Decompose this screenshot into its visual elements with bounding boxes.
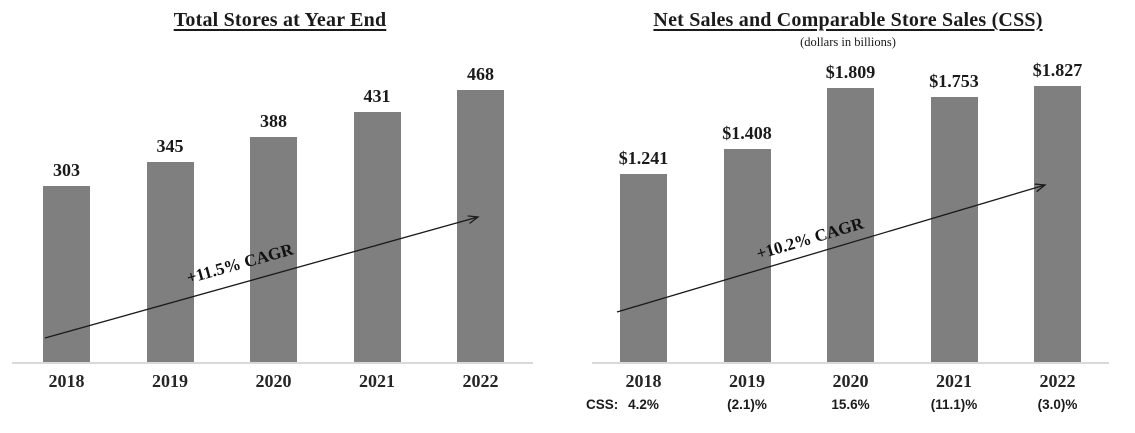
bar-2018 (620, 174, 667, 362)
bar-value-label: $1.408 (722, 123, 772, 143)
bar-value-label: 388 (260, 111, 287, 131)
css-value: 15.6% (831, 397, 870, 412)
chart-total-stores: Total Stores at Year End +11.5% CAGR 303… (0, 0, 567, 433)
chart-title: Net Sales and Comparable Store Sales (CS… (653, 9, 1043, 31)
x-axis-label: 2018 (48, 371, 85, 391)
x-axis-label: 2019 (729, 371, 765, 391)
bar-value-label: 468 (467, 64, 494, 84)
bar-2021 (930, 97, 978, 362)
bar-2018 (43, 186, 90, 362)
bar-2019 (146, 162, 194, 362)
chart-header: Total Stores at Year End (4, 9, 556, 32)
x-axis-line (592, 362, 1109, 364)
plot-area: +10.2% CAGR CSS: $1.241 2018 4.2% $1.408 201… (568, 0, 1135, 433)
x-axis-label: 2018 (625, 371, 662, 391)
x-axis-label: 2019 (152, 371, 188, 391)
x-axis-line (12, 362, 533, 364)
bar-value-label: 431 (363, 86, 391, 106)
bar-2021 (353, 112, 401, 362)
css-value: (2.1)% (727, 397, 767, 412)
x-axis-label: 2021 (359, 371, 395, 391)
x-axis-label: 2022 (1039, 371, 1076, 391)
bar-value-label: $1.809 (825, 62, 876, 82)
chart-subtitle: (dollars in billions) (800, 35, 896, 49)
bar-value-label: $1.827 (1032, 60, 1083, 80)
bar-value-label: $1.241 (618, 148, 669, 168)
chart-net-sales: Net Sales and Comparable Store Sales (CS… (568, 0, 1135, 433)
bar-2022 (457, 90, 504, 362)
css-value: (11.1)% (930, 397, 978, 412)
chart-title: Total Stores at Year End (173, 9, 387, 31)
bar-value-label: 345 (156, 136, 184, 156)
chart-header: Net Sales and Comparable Store Sales (CS… (572, 9, 1124, 50)
plot-area: +11.5% CAGR 303 2018 345 2019 388 2020 431 2021… (0, 0, 567, 433)
bar-2022 (1034, 86, 1081, 362)
bar-value-label: 303 (53, 160, 80, 180)
css-value: (3.0)% (1037, 397, 1078, 412)
css-row-label: CSS: (586, 397, 619, 412)
css-value: 4.2% (628, 397, 659, 412)
x-axis-label: 2020 (832, 371, 869, 391)
bar-value-label: $1.753 (929, 71, 979, 91)
x-axis-label: 2021 (936, 371, 972, 391)
x-axis-label: 2022 (462, 371, 499, 391)
x-axis-label: 2020 (255, 371, 292, 391)
